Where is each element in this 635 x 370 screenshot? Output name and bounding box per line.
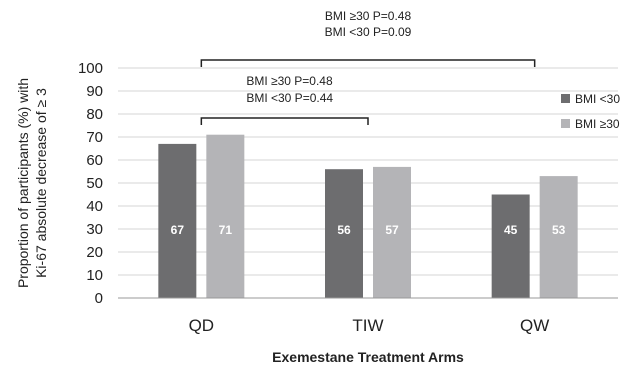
bar-value-label: 56 xyxy=(337,223,351,237)
bracket-qd-tiw: BMI ≥30 P=0.48 BMI <30 P=0.44 xyxy=(200,74,369,125)
gridlines xyxy=(118,67,618,276)
legend-label: BMI ≥30 xyxy=(575,117,620,131)
y-tick-label: 20 xyxy=(86,244,103,261)
y-tick-label: 40 xyxy=(86,198,103,215)
x-category-label: QW xyxy=(520,316,549,335)
p-value-annotation: BMI ≥30 P=0.48 xyxy=(246,74,333,88)
bar-qd-series-1 xyxy=(158,143,197,298)
x-category-label: QD xyxy=(189,316,215,335)
y-tick-label: 50 xyxy=(86,175,103,192)
x-category-label: TIW xyxy=(352,316,383,335)
legend: BMI <30 BMI ≥30 xyxy=(561,92,620,131)
p-value-annotation: BMI <30 P=0.44 xyxy=(246,91,333,105)
bars: 67 71 56 57 45 53 xyxy=(158,134,578,298)
bar-value-label: 45 xyxy=(504,223,518,237)
p-value-annotation: BMI ≥30 P=0.48 xyxy=(325,9,412,23)
y-tick-label: 0 xyxy=(95,290,103,307)
y-tick-label: 90 xyxy=(86,83,103,100)
y-tick-label: 100 xyxy=(78,60,103,77)
bar-value-label: 67 xyxy=(171,223,185,237)
y-tick-label: 70 xyxy=(86,129,103,146)
y-axis-label-line1: Proportion of participants (%) with xyxy=(15,78,31,288)
bar-tiw-series-1 xyxy=(325,169,363,298)
bar-value-label: 53 xyxy=(552,223,566,237)
y-axis-ticks: 0 10 20 30 40 50 60 70 80 90 100 xyxy=(78,60,103,307)
legend-swatch xyxy=(561,94,570,103)
legend-label: BMI <30 xyxy=(575,92,620,106)
bracket-line xyxy=(200,117,369,125)
bracket-line xyxy=(200,59,536,67)
y-tick-label: 60 xyxy=(86,152,103,169)
bar-tiw-series-2 xyxy=(373,166,411,298)
bar-qd-series-2 xyxy=(206,134,245,298)
bracket-qd-qw: BMI ≥30 P=0.48 BMI <30 P=0.09 xyxy=(200,9,536,67)
p-value-annotation: BMI <30 P=0.09 xyxy=(325,25,412,39)
x-axis-categories: QD TIW QW xyxy=(189,316,550,335)
bar-value-label: 71 xyxy=(219,223,233,237)
y-tick-label: 80 xyxy=(86,106,103,123)
y-tick-label: 10 xyxy=(86,267,103,284)
bar-qw-series-2 xyxy=(539,176,578,298)
y-tick-label: 30 xyxy=(86,221,103,238)
legend-swatch xyxy=(561,119,570,128)
bar-value-label: 57 xyxy=(385,223,399,237)
bar-qw-series-1 xyxy=(491,194,530,298)
y-axis-label-line2: Ki-67 absolute decrease of ≥ 3 xyxy=(33,88,49,278)
x-axis-label: Exemestane Treatment Arms xyxy=(272,349,464,365)
